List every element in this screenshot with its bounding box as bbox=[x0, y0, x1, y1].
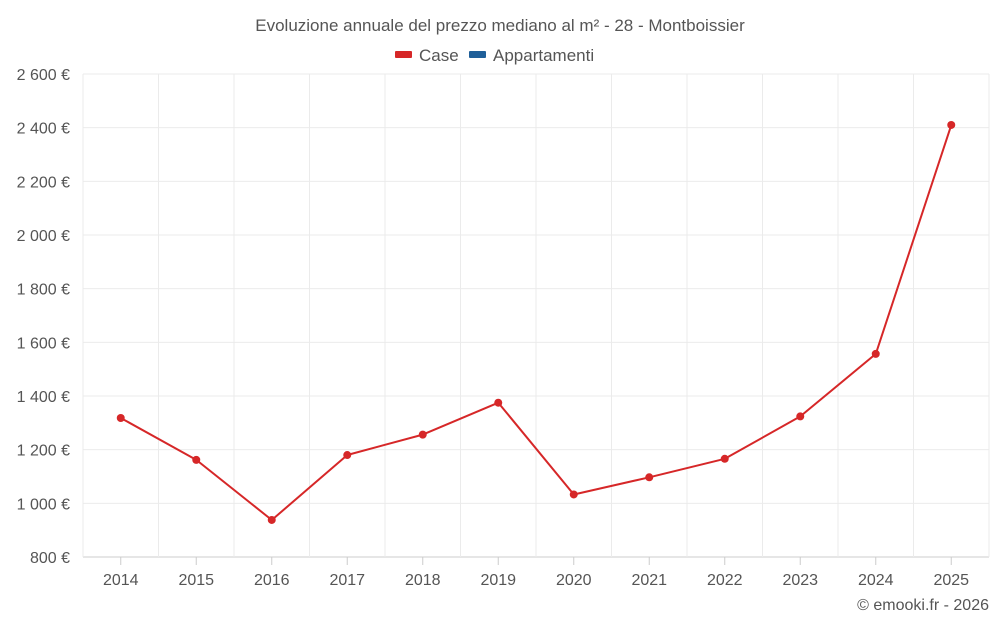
x-tick-label: 2024 bbox=[858, 572, 894, 589]
legend: Case Appartamenti bbox=[395, 46, 594, 65]
x-tick-label: 2022 bbox=[707, 572, 743, 589]
chart-title: Evoluzione annuale del prezzo mediano al… bbox=[255, 16, 745, 35]
series-line-case bbox=[120, 124, 953, 521]
data-point-case-2017[interactable] bbox=[343, 451, 352, 460]
x-tick-label: 2021 bbox=[631, 572, 667, 589]
series-layer bbox=[116, 120, 956, 524]
legend-label-appartamenti: Appartamenti bbox=[493, 46, 594, 65]
data-point-case-2018[interactable] bbox=[418, 430, 427, 439]
legend-swatch-appartamenti bbox=[469, 51, 486, 58]
data-point-case-2023[interactable] bbox=[796, 412, 805, 421]
y-tick-label: 2 000 € bbox=[17, 228, 70, 245]
data-point-case-2024[interactable] bbox=[871, 349, 880, 358]
y-tick-label: 1 200 € bbox=[17, 443, 70, 460]
y-tick-label: 2 400 € bbox=[17, 121, 70, 138]
data-point-case-2022[interactable] bbox=[720, 454, 729, 463]
legend-label-case: Case bbox=[419, 46, 459, 65]
y-tick-label: 1 000 € bbox=[17, 496, 70, 513]
legend-swatch-case bbox=[395, 51, 412, 58]
x-axis-ticks: 2014 2015 2016 2017 2018 2019 2020 2021 2022 2023… bbox=[103, 557, 969, 589]
x-tick-label: 2020 bbox=[556, 572, 592, 589]
y-tick-label: 1 800 € bbox=[17, 282, 70, 299]
legend-item-appartamenti[interactable]: Appartamenti bbox=[469, 46, 594, 65]
x-tick-label: 2016 bbox=[254, 572, 290, 589]
data-point-case-2016[interactable] bbox=[267, 515, 276, 524]
data-point-case-2014[interactable] bbox=[116, 414, 125, 423]
y-tick-label: 2 600 € bbox=[17, 67, 70, 84]
x-tick-label: 2019 bbox=[480, 572, 516, 589]
x-tick-label: 2023 bbox=[782, 572, 818, 589]
data-point-case-2019[interactable] bbox=[494, 398, 503, 407]
data-point-case-2015[interactable] bbox=[192, 455, 201, 464]
y-tick-label: 1 400 € bbox=[17, 389, 70, 406]
data-point-case-2025[interactable] bbox=[947, 120, 956, 129]
x-tick-label: 2014 bbox=[103, 572, 139, 589]
y-tick-label: 1 600 € bbox=[17, 335, 70, 352]
x-tick-label: 2017 bbox=[329, 572, 365, 589]
x-tick-label: 2015 bbox=[178, 572, 214, 589]
y-axis-ticks: 800 € 1 000 € 1 200 € 1 400 € 1 600 € 1 800 €… bbox=[17, 67, 70, 567]
x-tick-label: 2018 bbox=[405, 572, 441, 589]
data-point-case-2021[interactable] bbox=[645, 473, 654, 482]
credit-text: © emooki.fr - 2026 bbox=[857, 597, 989, 614]
y-tick-label: 800 € bbox=[30, 550, 70, 567]
x-tick-label: 2025 bbox=[933, 572, 969, 589]
y-tick-label: 2 200 € bbox=[17, 174, 70, 191]
data-point-case-2020[interactable] bbox=[569, 490, 578, 499]
legend-item-case[interactable]: Case bbox=[395, 46, 459, 65]
vertical-gridlines bbox=[82, 74, 990, 557]
